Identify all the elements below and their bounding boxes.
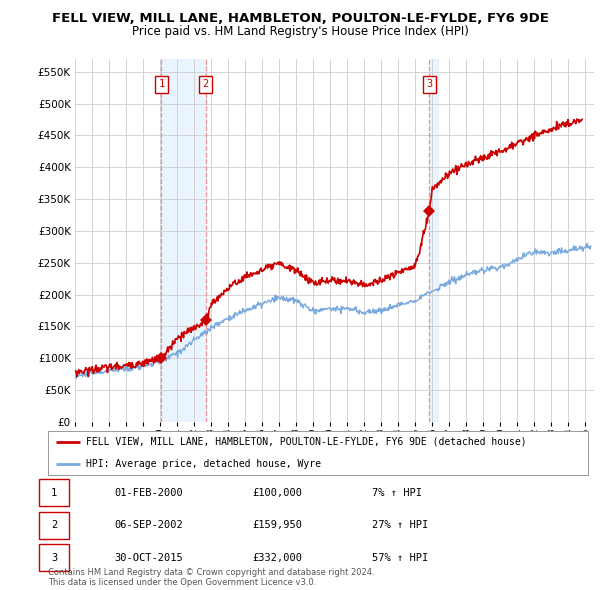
Bar xyxy=(428,59,438,422)
Text: 3: 3 xyxy=(427,80,433,90)
Text: 7% ↑ HPI: 7% ↑ HPI xyxy=(372,488,422,497)
Text: FELL VIEW, MILL LANE, HAMBLETON, POULTON-LE-FYLDE, FY6 9DE: FELL VIEW, MILL LANE, HAMBLETON, POULTON… xyxy=(52,12,548,25)
Text: £159,950: £159,950 xyxy=(252,520,302,530)
Text: £100,000: £100,000 xyxy=(252,488,302,497)
Text: 1: 1 xyxy=(51,488,57,497)
Text: This data is licensed under the Open Government Licence v3.0.: This data is licensed under the Open Gov… xyxy=(48,578,316,587)
Text: 2: 2 xyxy=(51,520,57,530)
Text: FELL VIEW, MILL LANE, HAMBLETON, POULTON-LE-FYLDE, FY6 9DE (detached house): FELL VIEW, MILL LANE, HAMBLETON, POULTON… xyxy=(86,437,526,447)
Text: 3: 3 xyxy=(51,553,57,562)
Text: 27% ↑ HPI: 27% ↑ HPI xyxy=(372,520,428,530)
Text: HPI: Average price, detached house, Wyre: HPI: Average price, detached house, Wyre xyxy=(86,459,321,469)
Text: Price paid vs. HM Land Registry's House Price Index (HPI): Price paid vs. HM Land Registry's House … xyxy=(131,25,469,38)
Text: Contains HM Land Registry data © Crown copyright and database right 2024.: Contains HM Land Registry data © Crown c… xyxy=(48,568,374,577)
Bar xyxy=(161,59,206,422)
Text: 2: 2 xyxy=(203,80,209,90)
Text: 1: 1 xyxy=(158,80,164,90)
Text: 30-OCT-2015: 30-OCT-2015 xyxy=(114,553,183,562)
Text: 57% ↑ HPI: 57% ↑ HPI xyxy=(372,553,428,562)
Text: £332,000: £332,000 xyxy=(252,553,302,562)
Text: 06-SEP-2002: 06-SEP-2002 xyxy=(114,520,183,530)
Text: 01-FEB-2000: 01-FEB-2000 xyxy=(114,488,183,497)
